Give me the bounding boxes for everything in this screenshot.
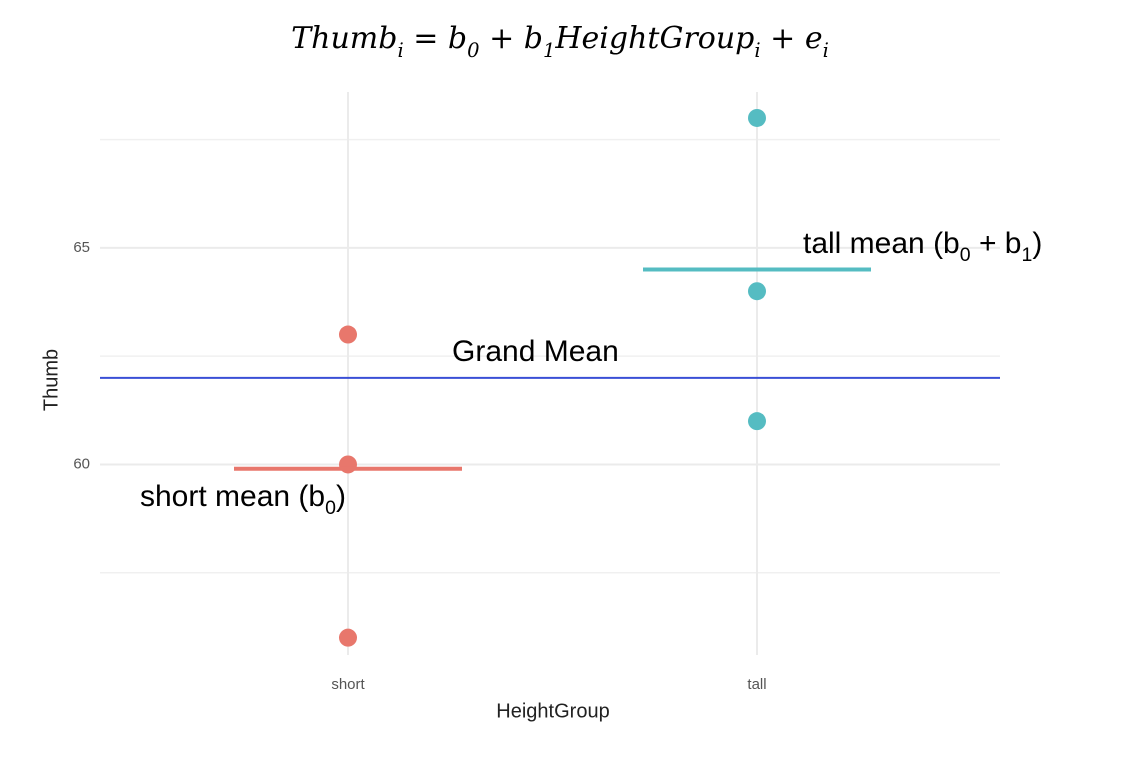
x-tick-label: short	[331, 676, 365, 693]
subscript: 0	[960, 244, 971, 266]
subscript: i	[397, 39, 403, 62]
text-part: + e	[761, 21, 823, 56]
y-tick-label: 65	[73, 239, 90, 256]
text-part: HeightGroup	[554, 21, 754, 56]
data-point	[339, 628, 357, 647]
subscript: i	[823, 39, 829, 62]
subscript: 1	[1021, 244, 1032, 266]
data-point	[339, 325, 357, 344]
y-axis-title: Thumb	[40, 349, 62, 411]
subscript: 0	[325, 497, 336, 519]
data-point	[748, 412, 766, 431]
subscript: 0	[467, 39, 479, 62]
text-part: short mean (b	[140, 480, 325, 513]
group-mean-label: short mean (b0)	[140, 480, 346, 519]
data-point	[748, 108, 766, 127]
text-part: Thumb	[291, 21, 397, 56]
text-part: + b	[480, 21, 543, 56]
group-mean-label: tall mean (b0 + b1)	[803, 227, 1042, 266]
data-point	[748, 282, 766, 301]
text-part: = b	[404, 21, 467, 56]
text-part: )	[336, 480, 346, 513]
subscript: 1	[543, 39, 555, 62]
text-part: )	[1032, 227, 1042, 260]
x-tick-label: tall	[747, 676, 766, 693]
chart-title: Thumbi = b0 + b1HeightGroupi + ei	[291, 21, 829, 62]
grand-mean-label: Grand Mean	[452, 335, 619, 368]
x-axis-title: HeightGroup	[496, 700, 609, 722]
subscript: i	[754, 39, 760, 62]
text-part: tall mean (b	[803, 227, 960, 260]
y-tick-label: 60	[73, 455, 90, 472]
text-part: + b	[971, 227, 1022, 260]
